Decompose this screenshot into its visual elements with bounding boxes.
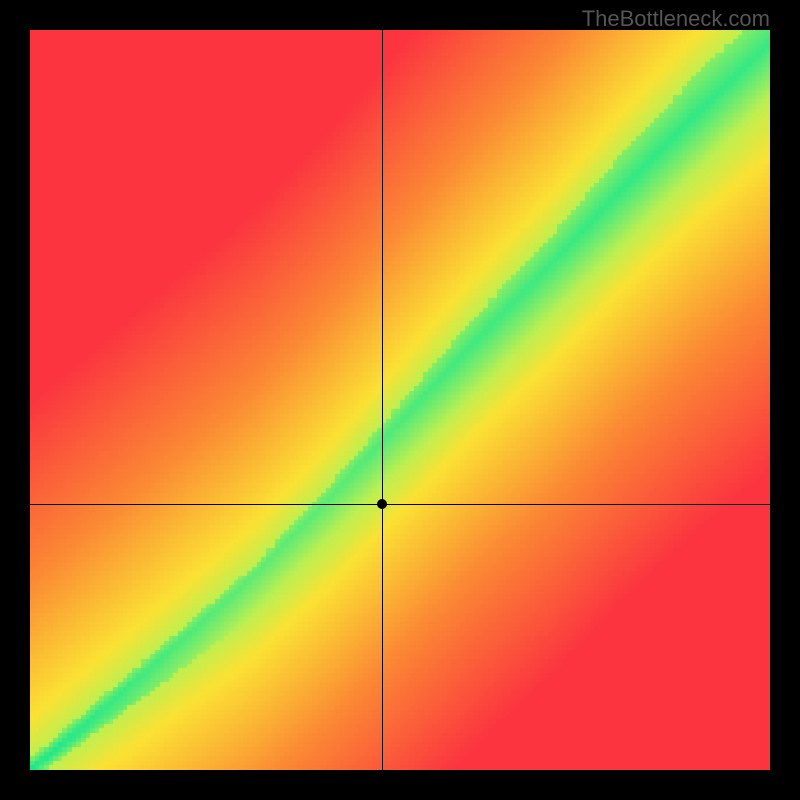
marker-dot: [377, 499, 387, 509]
crosshair-vertical: [382, 30, 383, 770]
watermark-text: TheBottleneck.com: [582, 6, 770, 32]
plot-area: [30, 30, 770, 770]
heatmap-canvas: [30, 30, 770, 770]
crosshair-horizontal: [30, 504, 770, 505]
